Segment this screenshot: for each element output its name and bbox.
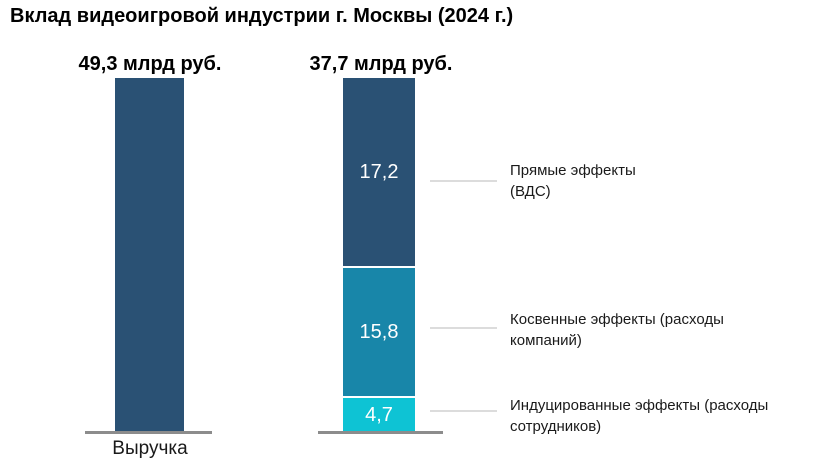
segment-indirect-effects-value: 15,8 <box>359 320 399 343</box>
annotation-induced-effects-line2: сотрудников) <box>510 418 602 435</box>
revenue-total-label: 49,3 млрд руб. <box>78 53 222 75</box>
effects-total-label: 37,7 млрд руб. <box>309 53 453 75</box>
annotation-induced-effects-line1: Индуцированные эффекты (расходы <box>510 397 769 414</box>
connector-line-induced <box>430 410 497 412</box>
effects-stacked-bar: 17,2 15,8 4,7 <box>343 78 415 432</box>
connector-line-indirect <box>430 327 497 329</box>
revenue-axis-baseline <box>85 431 212 434</box>
segment-direct-effects: 17,2 <box>343 78 415 266</box>
segment-induced-effects-value: 4,7 <box>365 403 393 426</box>
segment-indirect-effects: 15,8 <box>343 268 415 396</box>
segment-induced-effects: 4,7 <box>343 398 415 432</box>
annotation-direct-effects-line1: Прямые эффекты <box>510 162 636 179</box>
revenue-bar <box>115 78 184 432</box>
effects-axis-baseline <box>318 431 443 434</box>
annotation-induced-effects: Индуцированные эффекты (расходы сотрудни… <box>510 395 830 437</box>
annotation-direct-effects: Прямые эффекты (ВДС) <box>510 160 830 202</box>
annotation-indirect-effects-line1: Косвенные эффекты (расходы <box>510 311 724 328</box>
annotation-indirect-effects-line2: компаний) <box>510 332 582 349</box>
revenue-category-label: Выручка <box>112 438 188 459</box>
connector-line-direct <box>430 180 497 182</box>
annotation-indirect-effects: Косвенные эффекты (расходы компаний) <box>510 309 830 351</box>
chart-title: Вклад видеоигровой индустрии г. Москвы (… <box>10 5 514 27</box>
segment-direct-effects-value: 17,2 <box>359 160 399 183</box>
annotation-direct-effects-line2: (ВДС) <box>510 183 551 200</box>
